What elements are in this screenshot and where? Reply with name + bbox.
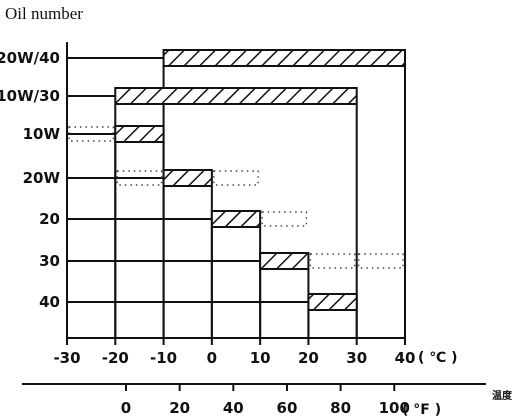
fahrenheit-tick-label: 0 — [121, 399, 131, 417]
celsius-tick-label: 10 — [250, 349, 271, 367]
dotted-extension-30 — [309, 253, 356, 269]
category-label: 20W/40 — [0, 49, 60, 67]
category-label: 20 — [39, 210, 60, 228]
category-label: 30 — [39, 252, 60, 270]
celsius-tick-labels: -30 -20 -10 0 10 20 30 40 — [53, 349, 415, 367]
fahrenheit-unit-label: ( °F ) — [402, 402, 441, 418]
bar-30 — [259, 252, 310, 270]
bar-20w — [162, 169, 213, 187]
celsius-tick-label: 40 — [395, 349, 416, 367]
dotted-extension-30 — [358, 253, 404, 269]
celsius-tick-label: -30 — [53, 349, 80, 367]
celsius-tick-label: 0 — [207, 349, 217, 367]
bar-10w-30 — [114, 87, 358, 105]
celsius-tick-label: 30 — [346, 349, 367, 367]
celsius-unit-label: ( ℃ ) — [418, 350, 458, 366]
category-label: 10W/30 — [0, 87, 60, 105]
category-labels: 20W/40 10W/30 10W 20W 20 30 40 — [0, 49, 60, 311]
fahrenheit-tick-label: 40 — [223, 399, 244, 417]
dotted-extension-10w — [68, 126, 114, 142]
dotted-extension-20 — [261, 211, 308, 227]
chart-title: Oil number — [5, 4, 83, 23]
celsius-tick-label: -10 — [150, 349, 177, 367]
dotted-extensions — [68, 126, 404, 269]
dotted-extension-20w — [116, 170, 163, 186]
celsius-tick-label: -20 — [102, 349, 129, 367]
category-label: 20W — [23, 169, 61, 187]
celsius-tick-label: 20 — [298, 349, 319, 367]
range-bars — [114, 49, 406, 311]
category-label: 40 — [39, 293, 60, 311]
temperature-axis-label: 温度 — [492, 389, 513, 402]
fahrenheit-tick-labels: 0 20 40 60 80 100 — [121, 384, 410, 417]
dotted-extension-20w — [213, 170, 259, 186]
category-label: 10W — [23, 125, 61, 143]
bar-20w-40 — [162, 49, 406, 67]
bar-10w — [114, 125, 165, 143]
fahrenheit-tick-label: 60 — [277, 399, 298, 417]
fahrenheit-tick-label: 20 — [169, 399, 190, 417]
bar-40 — [307, 293, 358, 311]
bar-20 — [210, 210, 262, 228]
fahrenheit-tick-label: 100 — [379, 399, 410, 417]
fahrenheit-tick-label: 80 — [330, 399, 351, 417]
